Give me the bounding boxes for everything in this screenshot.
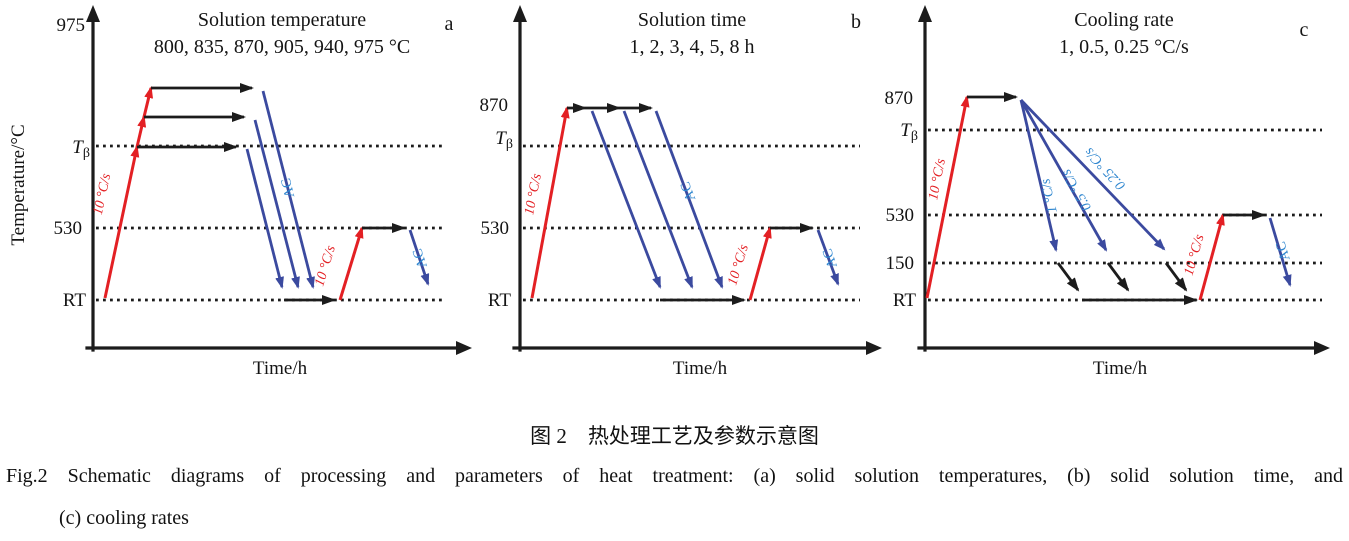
x-axis-arrow-b [866, 341, 882, 355]
aging-ac-c [1268, 217, 1292, 287]
panel-title: Cooling rate [1074, 9, 1174, 31]
cool-05cs-line [1019, 99, 1108, 252]
aging-ac-b [816, 229, 840, 286]
heat-treatment-diagrams: Solution temperature 800, 835, 870, 905,… [8, 5, 1330, 379]
panel-title: Solution time [638, 9, 746, 31]
aging-rate-label-c: 10 °C/s [1182, 232, 1208, 277]
rate-025cs-label: 0.25 °C/s [1082, 144, 1129, 193]
tick-rt-a: RT [63, 290, 87, 311]
panel-letter: b [851, 11, 861, 33]
panel-letter: c [1300, 19, 1309, 41]
panel-title: Solution temperature [198, 9, 366, 31]
panel-b: Solution time 1, 2, 3, 4, 5, 8 h b 870 T… [480, 5, 882, 379]
tick-975: 975 [57, 15, 86, 36]
x-axis-arrow-c [1314, 341, 1330, 355]
heat-rate-label-c: 10 °C/s [926, 157, 949, 201]
ac-line1-a [261, 90, 315, 289]
caption-english-line1: Fig.2 Schematic diagrams of processing a… [6, 465, 1343, 487]
cont3-to-rt [1164, 262, 1188, 292]
panel-subtitle: 1, 0.5, 0.25 °C/s [1059, 36, 1189, 58]
panel-subtitle: 800, 835, 870, 905, 940, 975 °C [154, 36, 410, 58]
heat-rate-label-b: 10 °C/s [522, 172, 545, 216]
ac-label-a: AC [279, 177, 298, 200]
ac-line1-b [590, 110, 662, 289]
ac-line3-a [245, 148, 284, 289]
aging-rate-label-a: 10 °C/s [312, 243, 339, 288]
tick-530-b: 530 [481, 218, 510, 239]
y-axis-arrow-b [513, 5, 527, 22]
aging-ac-label-b: AC [820, 247, 841, 270]
y-axis-arrow-a [86, 5, 100, 22]
tick-150-c: 150 [886, 253, 915, 274]
ac-line2-a [253, 119, 300, 289]
tick-530-a: 530 [54, 218, 83, 239]
tick-tbeta-c: Tβ [900, 120, 918, 144]
tick-tbeta-a: Tβ [72, 137, 90, 161]
panel-subtitle: 1, 2, 3, 4, 5, 8 h [630, 36, 755, 58]
tick-rt-b: RT [488, 290, 512, 311]
cont2-to-rt [1106, 262, 1130, 292]
panel-letter: a [445, 13, 454, 35]
y-axis-arrow-c [918, 5, 932, 22]
x-axis-arrow-a [456, 341, 472, 355]
caption-english: Fig.2 Schematic diagrams of processing a… [6, 463, 1343, 531]
cool-025cs-line [1019, 99, 1166, 251]
ac-line2-b [622, 110, 694, 289]
tick-tbeta-b: Tβ [495, 128, 513, 152]
ac-line3-b [654, 110, 724, 289]
panel-c: Cooling rate 1, 0.5, 0.25 °C/s c 870 Tβ … [885, 5, 1330, 379]
aging-rate-label-b: 10 °C/s [725, 242, 752, 287]
aging-ac-label-a: AC [410, 247, 431, 270]
ac-label-b: AC [678, 179, 699, 203]
cont1-to-rt [1056, 262, 1080, 292]
tick-870-b: 870 [480, 95, 509, 116]
tick-530-c: 530 [886, 205, 915, 226]
heating-ramp-b [530, 106, 570, 299]
aging-ac-label-c: AC [1274, 240, 1294, 263]
aging-ramp-a [338, 226, 364, 301]
heating-ramp-a [103, 86, 154, 299]
x-axis-title-c: Time/h [1093, 358, 1148, 379]
aging-ramp-b [748, 226, 772, 301]
x-axis-title-b: Time/h [673, 358, 728, 379]
cool-1cs-line [1019, 99, 1059, 252]
panel-a: Solution temperature 800, 835, 870, 905,… [8, 5, 472, 379]
x-axis-title-a: Time/h [253, 358, 308, 379]
tick-rt-c: RT [893, 290, 917, 311]
y-axis-title: Temperature/°C [8, 124, 29, 245]
heating-ramp-c [925, 95, 970, 299]
rate-1cs-label: 1 °C/s [1038, 177, 1061, 215]
caption-english-line2: (c) cooling rates [59, 507, 189, 529]
tick-870-c: 870 [885, 88, 914, 109]
aging-ac-a [408, 229, 430, 286]
caption-chinese: 图 2 热处理工艺及参数示意图 [530, 424, 819, 448]
aging-ramp-c [1198, 213, 1225, 301]
